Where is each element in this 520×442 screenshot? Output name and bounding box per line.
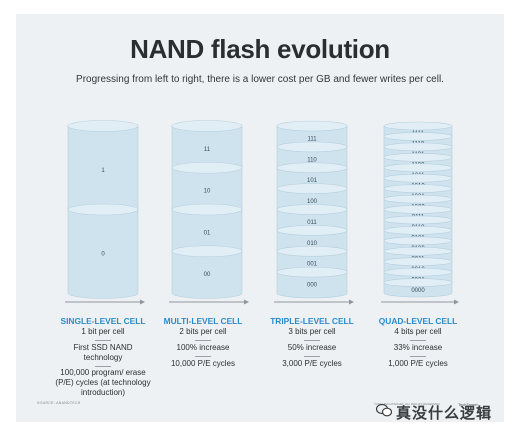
cell-state-label: 1 (101, 168, 105, 174)
chat-bubble-icon (376, 403, 392, 417)
cell-state-label: 101 (307, 178, 318, 184)
cell-segment-top (383, 246, 453, 256)
arrow-head-icon (244, 299, 249, 305)
cell-state-label: 000 (307, 283, 318, 289)
cell-segment-top (383, 153, 453, 162)
mlc-separator-1 (195, 340, 211, 341)
cell-state-label: 011 (307, 220, 317, 226)
cell-state-label: 111 (307, 136, 317, 142)
label-triple-level-cell: TRIPLE-LEVEL CELL (270, 316, 354, 326)
page-subtitle: Progressing from left to right, there is… (76, 74, 444, 85)
cell-segment (171, 250, 243, 299)
cell-state-label: 00 (204, 272, 211, 278)
label-single-level-cell: SINGLE-LEVEL CELL (60, 316, 146, 326)
cell-segment-top (67, 203, 139, 216)
cell-segment-top (276, 266, 348, 278)
arrow-head-icon (454, 299, 459, 305)
cell-segment-top (383, 267, 453, 277)
cell-state-label: 0000 (411, 288, 425, 294)
cell-segment-top (276, 204, 348, 215)
slc-cycles: 100,000 program/ erase (P/E) cycles (at … (55, 368, 151, 397)
arrow-head-icon (140, 299, 145, 305)
cell-segment-top (276, 162, 348, 174)
qlc-bits: 4 bits per cell (394, 327, 442, 336)
tlc-cycles: 3,000 P/E cycles (282, 359, 342, 368)
cell-segment-top (383, 184, 453, 193)
cell-segment-top (383, 132, 453, 141)
cell-state-label: 010 (307, 241, 318, 247)
cell-segment (67, 209, 139, 299)
tlc-separator-2 (304, 356, 320, 357)
cell-segment-top (383, 278, 453, 287)
cell-segment-top (171, 245, 243, 258)
mlc-cylinder-stack: 11 10 01 00 (171, 120, 243, 299)
cell-state-label: 01 (204, 230, 211, 236)
cell-segment-top (383, 257, 453, 266)
mlc-increase: 100% increase (176, 343, 230, 352)
cell-state-label: 100 (307, 199, 318, 205)
cell-segment-top (276, 225, 348, 236)
cell-segment-top (383, 173, 453, 183)
cell-segment-top (383, 142, 453, 152)
cell-segment-top (276, 141, 348, 153)
cell-segment-top (383, 236, 453, 246)
tlc-increase: 50% increase (287, 343, 337, 352)
mlc-bits: 2 bits per cell (179, 327, 227, 336)
cell-segment-top (276, 245, 348, 257)
qlc-cycles: 1,000 P/E cycles (388, 359, 448, 368)
mlc-cycles: 10,000 P/E cycles (170, 359, 236, 368)
cell-state-label: 11 (204, 147, 211, 153)
tlc-cylinder-stack: 111 110 101 100 011 010 001 000 (276, 120, 348, 299)
copyright-note: ©2021 TECHTARGET. ALL RIGHTS RESERVED. (374, 402, 441, 406)
slc-cylinder-stack: 10 (67, 120, 139, 299)
label-quad-level-cell: QUAD-LEVEL CELL (378, 316, 458, 326)
cell-segment (276, 271, 348, 299)
cell-segment-top (383, 215, 453, 225)
cell-segment-top (383, 194, 453, 204)
cell-state-label: 0 (101, 251, 105, 257)
arrow-head-icon (349, 299, 354, 305)
qlc-increase: 33% increase (393, 343, 443, 352)
cell-segment-top (171, 203, 243, 216)
slc-note: First SSD NAND technology (73, 343, 133, 362)
watermark-text: 真没什么逻辑 (396, 405, 493, 422)
cell-segment-top (383, 163, 453, 173)
cell-segment-top (276, 120, 348, 132)
cell-segment-top (383, 226, 453, 235)
slc-bits: 1 bit per cell (81, 327, 125, 336)
brand-logo: TechTarget (458, 402, 478, 407)
cell-segment-top (383, 205, 453, 214)
cell-segment-top (171, 161, 243, 174)
slc-separator-2 (95, 366, 111, 367)
tlc-separator-1 (304, 340, 320, 341)
cell-state-label: 10 (204, 189, 211, 195)
cell-segment-top (276, 183, 348, 194)
mlc-separator-2 (195, 356, 211, 357)
qlc-cylinder-stack: 1111111011011100101110101001100001110110… (383, 121, 453, 298)
label-multi-level-cell: MULTI-LEVEL CELL (163, 316, 243, 326)
qlc-separator-2 (410, 356, 426, 357)
source-note: SOURCE: ANANDTECH (37, 401, 81, 405)
qlc-separator-1 (410, 340, 426, 341)
page-title: NAND flash evolution (130, 34, 390, 64)
cell-state-label: 110 (307, 157, 317, 163)
cell-state-label: 001 (307, 262, 318, 268)
cell-segment-top (171, 120, 243, 132)
slc-separator-1 (95, 340, 111, 341)
cell-segment-top (67, 120, 139, 132)
cell-segment-top (383, 121, 453, 131)
tlc-bits: 3 bits per cell (288, 327, 336, 336)
